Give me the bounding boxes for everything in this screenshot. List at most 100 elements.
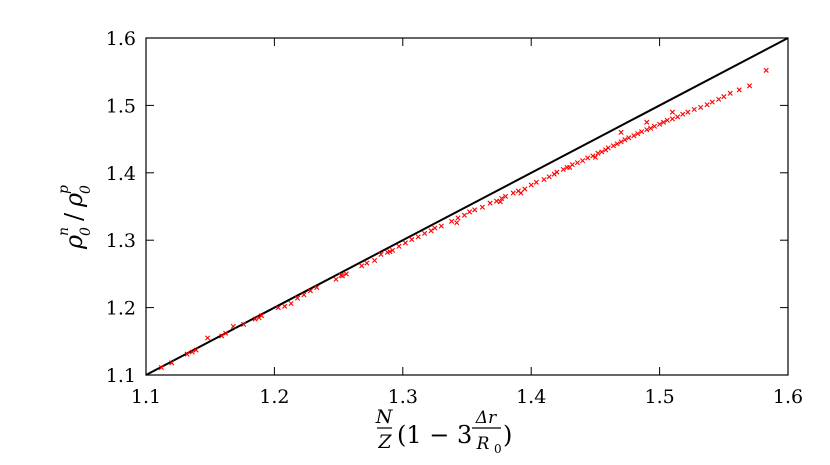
data-point [560, 166, 566, 173]
data-point [432, 225, 438, 231]
data-point [592, 154, 598, 160]
x-tick-label: 1.4 [516, 386, 546, 408]
data-point [533, 179, 539, 185]
data-point [169, 360, 175, 366]
data-point [252, 316, 258, 322]
data-point [428, 228, 434, 234]
data-point [258, 313, 265, 319]
y-tick-label: 1.6 [106, 28, 136, 50]
data-point [294, 295, 301, 301]
data-point [727, 90, 733, 96]
data-point [546, 174, 552, 180]
data-point [364, 260, 370, 266]
data-point [618, 129, 624, 135]
data-point [691, 106, 697, 113]
data-point [275, 305, 281, 311]
y-tick-label: 1.5 [106, 95, 136, 117]
svg-text:/: / [60, 212, 88, 221]
data-point [585, 155, 591, 161]
data-point [493, 198, 500, 204]
data-point [664, 117, 670, 123]
data-point [648, 125, 654, 131]
x-tick-label: 1.5 [644, 386, 674, 408]
svg-text:N: N [375, 406, 394, 428]
svg-text:ρ: ρ [60, 193, 88, 208]
data-point [614, 141, 620, 147]
data-point [595, 150, 601, 156]
data-point [472, 207, 478, 213]
data-point [497, 199, 503, 205]
data-point [158, 364, 164, 371]
data-point [240, 321, 247, 328]
data-point [314, 284, 320, 290]
data-point [449, 218, 455, 224]
data-point [223, 330, 229, 336]
data-point [371, 257, 378, 264]
data-point [455, 215, 461, 221]
data-point [554, 169, 560, 175]
data-point [674, 114, 681, 120]
data-point [626, 135, 632, 141]
data-point [409, 236, 415, 243]
y-tick-label: 1.3 [106, 230, 136, 252]
svg-text:0: 0 [78, 227, 94, 236]
data-point [205, 335, 211, 341]
data-point [184, 351, 190, 357]
x-tick-label: 1.3 [388, 386, 418, 408]
data-point [502, 193, 509, 199]
data-point [461, 212, 468, 218]
data-point [307, 288, 313, 294]
data-point [438, 223, 444, 229]
data-point [343, 271, 349, 277]
data-point [479, 204, 485, 210]
data-point [219, 333, 225, 339]
data-point [644, 127, 650, 133]
svg-text:): ) [503, 421, 512, 449]
data-point [422, 230, 428, 237]
data-point [396, 243, 402, 249]
data-point [499, 195, 505, 202]
svg-text:Δr: Δr [475, 408, 497, 428]
data-point [510, 190, 516, 196]
data-point [466, 209, 473, 215]
data-point [518, 190, 524, 196]
y-axis-title: ρ 0 n / ρ 0 p [56, 185, 94, 250]
data-point [635, 131, 641, 137]
data-point [579, 158, 586, 164]
data-point [387, 249, 393, 255]
data-point [378, 251, 384, 257]
svg-text:n: n [56, 227, 72, 236]
svg-text:Z: Z [377, 431, 392, 453]
data-point [716, 96, 722, 102]
svg-text:p: p [56, 185, 72, 194]
data-point [736, 87, 742, 93]
data-point [339, 273, 346, 279]
data-point [639, 129, 645, 135]
y-tick-label: 1.1 [106, 365, 136, 387]
data-point [599, 149, 605, 155]
axis-ticks: 1.1 1.2 1.3 1.4 1.5 1.6 1.1 1.2 1.3 1.4 1.5 1.6 [106, 28, 803, 408]
data-point [301, 292, 307, 298]
svg-text:R: R [476, 434, 490, 454]
data-point [415, 234, 421, 240]
data-point [528, 182, 534, 188]
data-point [651, 123, 658, 129]
y-tick-label: 1.2 [106, 298, 136, 320]
data-point [631, 133, 637, 139]
data-point [282, 303, 288, 309]
data-point [487, 200, 493, 206]
data-point [660, 119, 667, 125]
svg-text:0: 0 [78, 185, 94, 194]
data-point [704, 102, 710, 108]
svg-text:(1 − 3: (1 − 3 [397, 421, 472, 449]
data-point [454, 220, 460, 226]
data-point [763, 67, 769, 73]
data-point [610, 143, 616, 149]
data-point [541, 176, 547, 183]
data-point [685, 109, 691, 115]
data-point [522, 186, 528, 192]
svg-text:ρ: ρ [60, 235, 88, 250]
svg-text:0: 0 [494, 442, 502, 456]
reference-line [145, 37, 789, 376]
plot-frame [145, 37, 789, 376]
